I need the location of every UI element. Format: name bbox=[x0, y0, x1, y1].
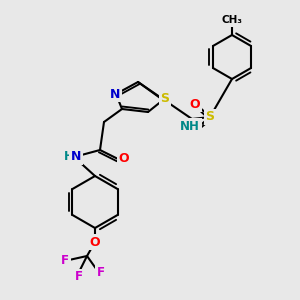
Text: F: F bbox=[97, 266, 105, 278]
Text: O: O bbox=[190, 98, 200, 110]
Text: O: O bbox=[190, 122, 200, 136]
Text: H: H bbox=[64, 149, 74, 163]
Text: S: S bbox=[160, 92, 169, 106]
Text: F: F bbox=[61, 254, 69, 266]
Text: N: N bbox=[71, 151, 81, 164]
Text: NH: NH bbox=[180, 119, 200, 133]
Text: O: O bbox=[90, 236, 100, 248]
Text: F: F bbox=[75, 271, 83, 284]
Text: N: N bbox=[110, 88, 120, 100]
Text: CH₃: CH₃ bbox=[221, 15, 242, 25]
Text: S: S bbox=[206, 110, 214, 124]
Text: O: O bbox=[119, 152, 129, 166]
